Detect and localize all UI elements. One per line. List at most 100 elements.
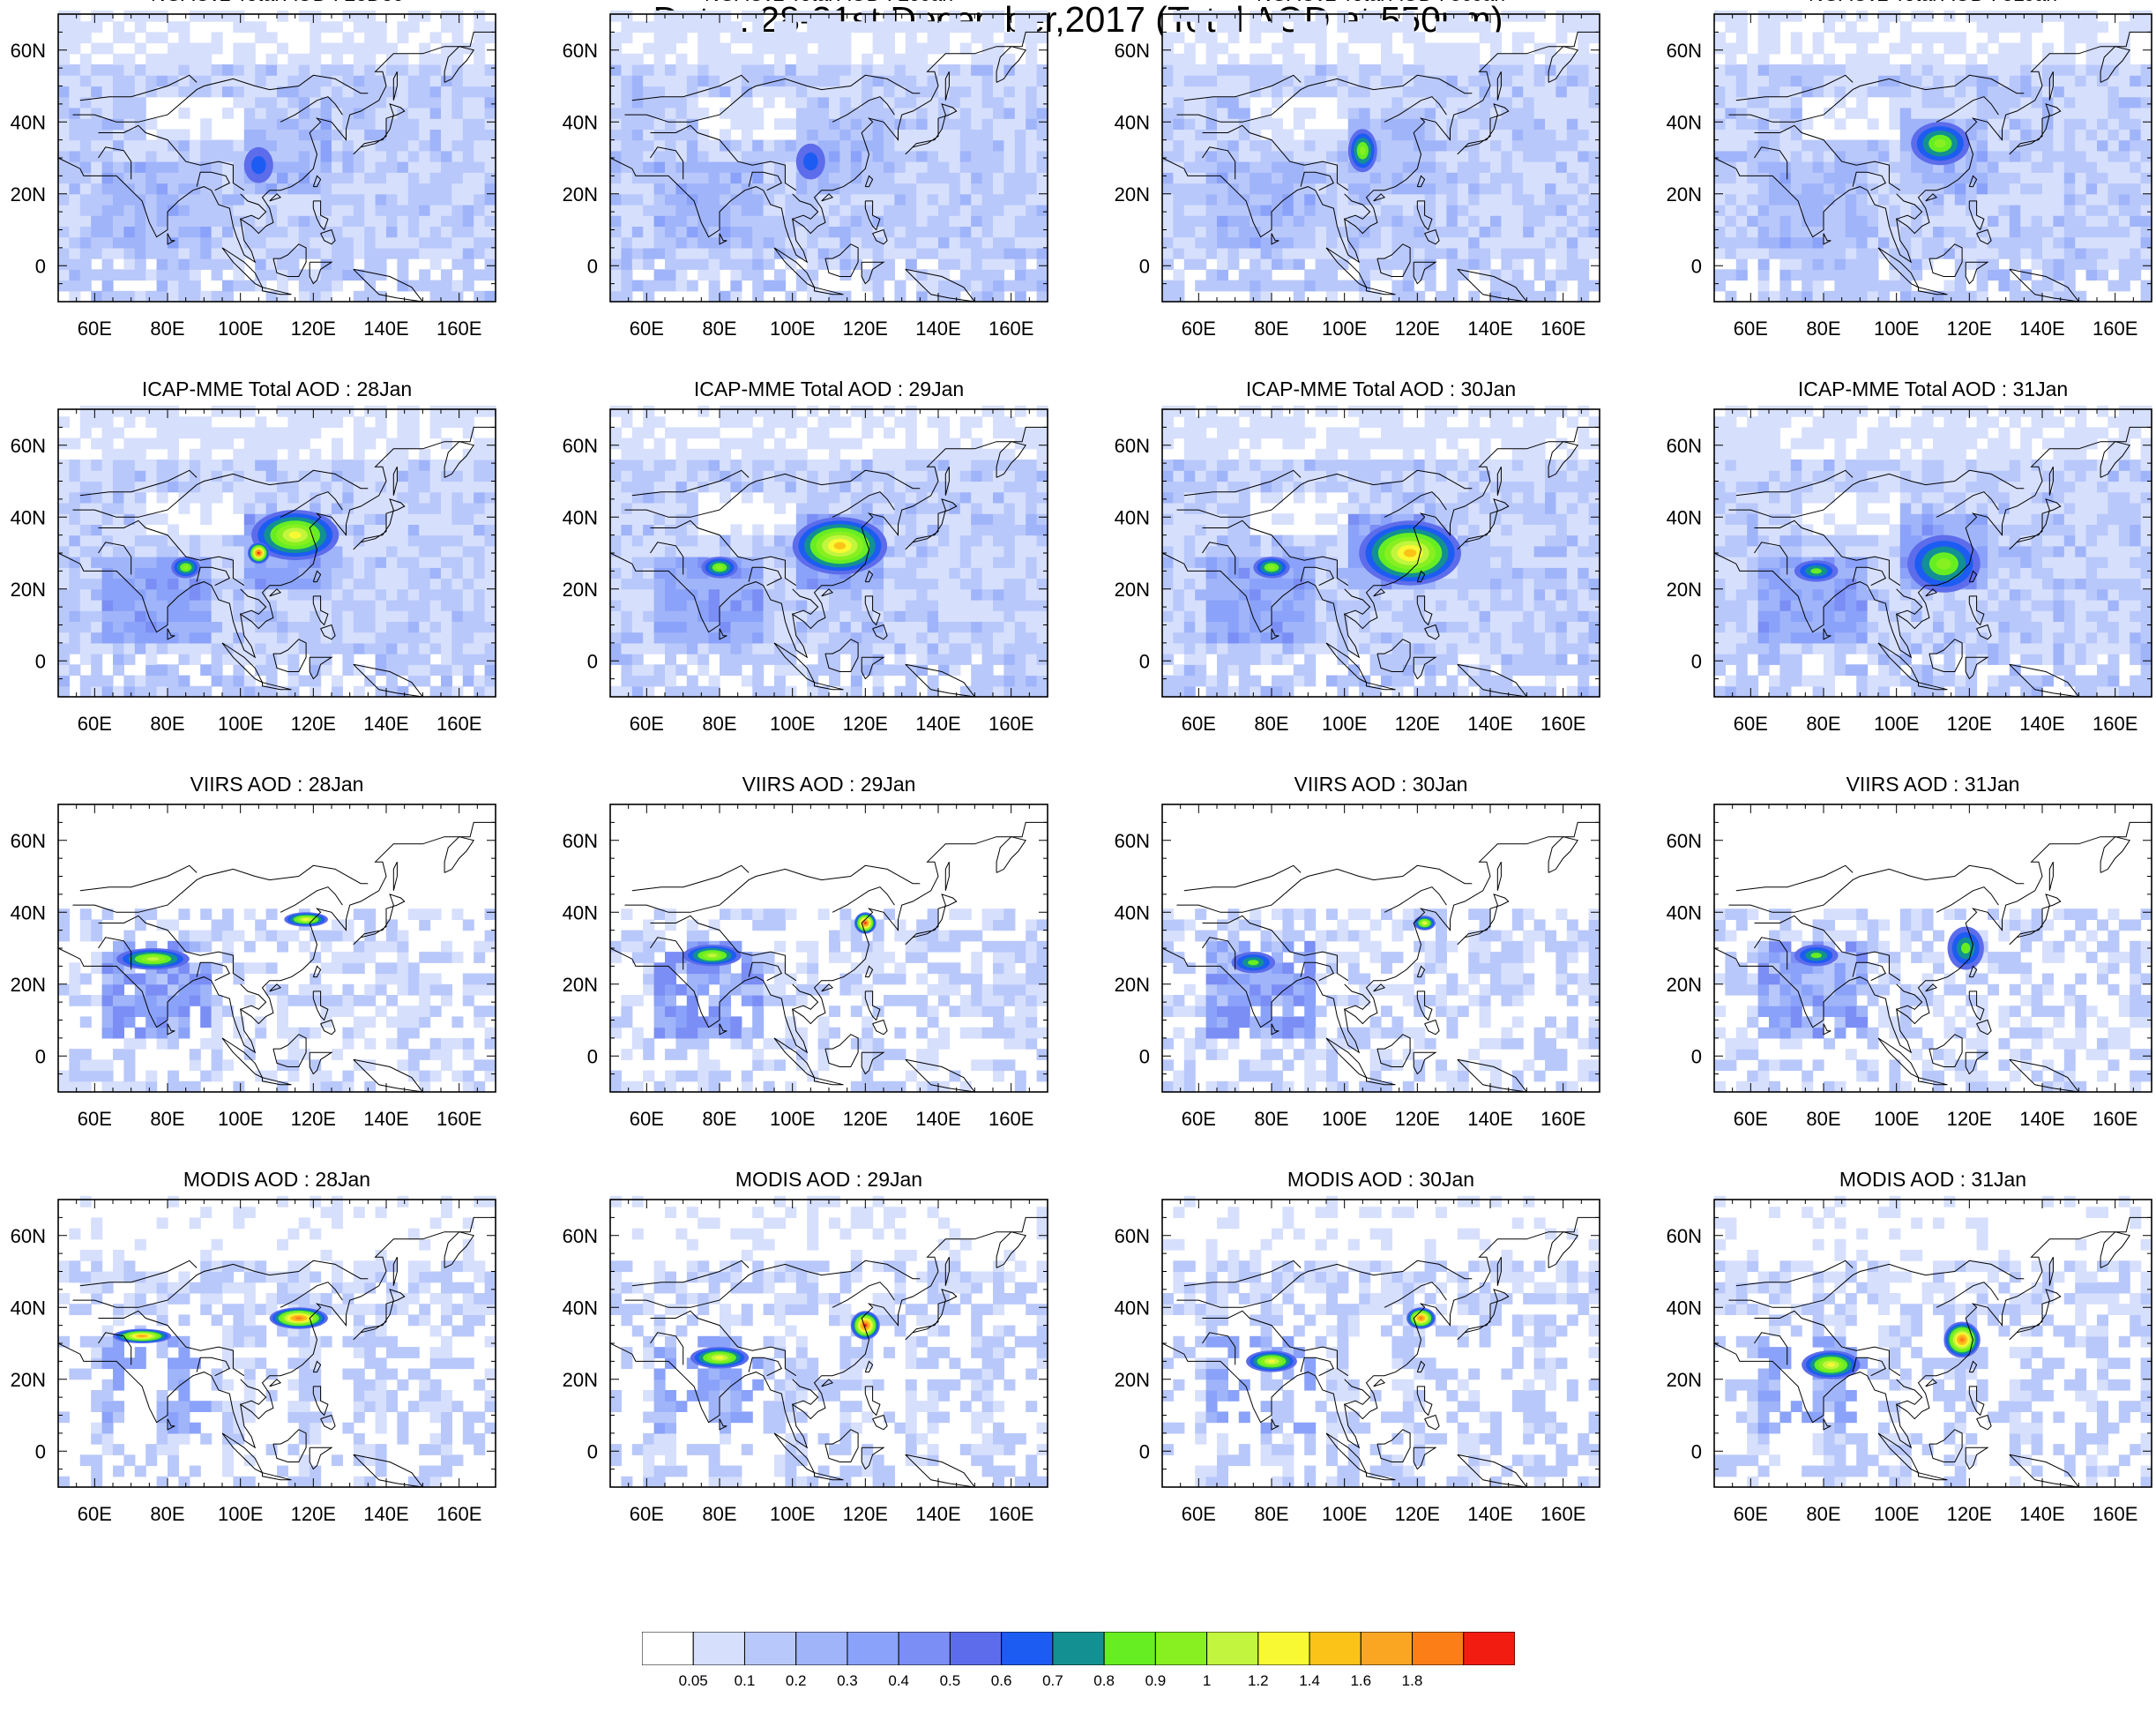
lat-tick-label: 0 xyxy=(1139,650,1150,672)
aod-hotspot xyxy=(1414,916,1436,931)
aod-map: 60E 80E 100E 120E 140E 160E 60N 40N 20N 0 xyxy=(11,804,496,1130)
colorbar-label: 0.8 xyxy=(1093,1672,1115,1689)
lon-tick-label: 100E xyxy=(1874,713,1919,735)
axis-ticks xyxy=(1161,13,1600,303)
lat-tick-label: 40N xyxy=(563,901,598,923)
lon-tick-label: 120E xyxy=(843,318,888,340)
panel-title: VIIRS AOD : 31Jan xyxy=(1846,773,2020,796)
lon-tick-label: 100E xyxy=(1322,1503,1367,1525)
lon-tick-label: 160E xyxy=(2093,318,2137,340)
aod-field xyxy=(58,908,496,1093)
axis-ticks xyxy=(57,1199,496,1488)
lat-tick-label: 60N xyxy=(563,830,598,852)
lon-tick-label: 100E xyxy=(1874,1503,1919,1525)
lat-tick-label: 60N xyxy=(1667,40,1702,62)
aod-hotspot xyxy=(247,542,270,564)
lon-tick-label: 80E xyxy=(702,1108,736,1130)
lon-tick-label: 120E xyxy=(291,1108,336,1130)
lat-tick-label: 60N xyxy=(1115,40,1150,62)
aod-hotspot xyxy=(1359,520,1461,586)
colorbar xyxy=(642,1632,1515,1665)
aod-field xyxy=(1714,1195,2152,1488)
lat-tick-label: 60N xyxy=(11,1225,46,1247)
aod-field xyxy=(58,10,496,303)
colorbar-label: 0.4 xyxy=(888,1672,910,1689)
colorbar-swatch xyxy=(692,1632,745,1665)
lon-tick-label: 140E xyxy=(363,1503,408,1525)
aod-field xyxy=(1162,10,1600,303)
aod-map: 60E 80E 100E 120E 140E 160E 60N 40N 20N 0 xyxy=(563,804,1048,1130)
aod-field xyxy=(610,405,1048,698)
aod-hotspot xyxy=(1253,557,1290,579)
lat-tick-label: 40N xyxy=(1115,506,1150,528)
aod-map: 60E 80E 100E 120E 140E 160E 60N 40N 20N 0 xyxy=(1667,10,2152,340)
aod-hotspot xyxy=(1907,535,1981,593)
lat-tick-label: 20N xyxy=(1115,579,1150,601)
lon-tick-label: 120E xyxy=(1947,1503,1992,1525)
colorbar-label: 1.6 xyxy=(1350,1672,1372,1689)
colorbar-label: 0.05 xyxy=(678,1672,708,1689)
lon-tick-label: 140E xyxy=(363,318,408,340)
lat-tick-label: 60N xyxy=(1667,435,1702,457)
map-panel: MODIS AOD : 30Jan 60E 80E 100E 120E 140E 160E 6… xyxy=(1104,1168,1656,1566)
colorbar-label: 1.2 xyxy=(1247,1672,1269,1689)
colorbar-swatch xyxy=(898,1632,951,1665)
lat-tick-label: 40N xyxy=(1115,1297,1150,1319)
lon-tick-label: 60E xyxy=(1734,1108,1768,1130)
aod-hotspot xyxy=(795,143,825,180)
aod-map: 60E 80E 100E 120E 140E 160E 60N 40N 20N 0 xyxy=(1115,1195,1600,1525)
aod-hotspot xyxy=(1231,952,1276,974)
aod-hotspot xyxy=(1794,945,1839,967)
colorbar-label: 0.1 xyxy=(734,1672,756,1689)
colorbar-swatch xyxy=(1154,1632,1208,1665)
lon-tick-label: 100E xyxy=(1874,318,1919,340)
lon-tick-label: 120E xyxy=(843,1108,888,1130)
aod-hotspot xyxy=(1943,1321,1981,1358)
lat-tick-label: 0 xyxy=(35,650,46,672)
colorbar-swatch xyxy=(1412,1632,1465,1665)
coastlines xyxy=(609,31,1048,303)
lon-tick-label: 140E xyxy=(363,1108,408,1130)
lon-tick-label: 100E xyxy=(218,1108,263,1130)
aod-map: 60E 80E 100E 120E 140E 160E 60N 40N 20N 0 xyxy=(11,1195,496,1525)
lat-tick-label: 0 xyxy=(587,650,598,672)
lat-tick-label: 0 xyxy=(35,1045,46,1067)
lat-tick-label: 60N xyxy=(1667,830,1702,852)
panel-title: MODIS AOD : 29Jan xyxy=(735,1168,923,1191)
panel-title: ICAP-MME Total AOD : 28Jan xyxy=(141,378,413,400)
lon-tick-label: 120E xyxy=(291,1503,336,1525)
panel-title: ICAP-MME Total AOD : 29Jan xyxy=(693,378,965,400)
lon-tick-label: 60E xyxy=(630,1503,664,1525)
colorbar-swatch xyxy=(642,1632,694,1665)
aod-hotspot xyxy=(113,1328,172,1343)
map-panel: NGACv2 Total AOD : 31Jan 60E 80E 100E 120E 14… xyxy=(1656,0,2156,380)
colorbar-swatch xyxy=(743,1632,797,1665)
colorbar-label: 0.2 xyxy=(785,1672,807,1689)
map-panel: MODIS AOD : 31Jan 60E 80E 100E 120E 140E 160E 6… xyxy=(1656,1168,2156,1566)
axis-ticks xyxy=(609,13,1048,303)
lon-tick-label: 100E xyxy=(1322,713,1367,735)
colorbar-label: 0.6 xyxy=(990,1672,1012,1689)
lon-tick-label: 60E xyxy=(1734,1503,1768,1525)
lat-tick-label: 0 xyxy=(35,255,46,277)
lon-tick-label: 160E xyxy=(436,1108,481,1130)
lon-tick-label: 80E xyxy=(1254,1503,1288,1525)
coastlines xyxy=(609,821,1048,1093)
panel-title: MODIS AOD : 31Jan xyxy=(1839,1168,2027,1191)
colorbar-swatch xyxy=(1001,1632,1054,1665)
lat-tick-label: 40N xyxy=(1115,111,1150,133)
map-panel: VIIRS AOD : 29Jan 60E 80E 100E 120E 140E 160E 6… xyxy=(552,773,1104,1170)
lat-tick-label: 20N xyxy=(11,974,46,996)
map-panel: NGACv2 Total AOD : 30Jan 60E 80E 100E 120E 14… xyxy=(1104,0,1656,380)
lat-tick-label: 60N xyxy=(1115,1225,1150,1247)
lat-tick-label: 40N xyxy=(563,506,598,528)
aod-hotspot xyxy=(269,1307,328,1329)
lon-tick-label: 140E xyxy=(2019,318,2064,340)
aod-hotspot xyxy=(792,517,888,575)
lon-tick-label: 160E xyxy=(988,318,1033,340)
lat-tick-label: 20N xyxy=(1667,974,1702,996)
axis-ticks xyxy=(57,13,496,303)
colorbar-labels: 0.05 0.1 0.2 0.3 0.4 0.5 0.6 0.7 0.8 0.9 1 1.2 1.4 1.… xyxy=(642,1672,1515,1697)
lon-tick-label: 100E xyxy=(770,1108,815,1130)
lon-tick-label: 160E xyxy=(2093,713,2137,735)
